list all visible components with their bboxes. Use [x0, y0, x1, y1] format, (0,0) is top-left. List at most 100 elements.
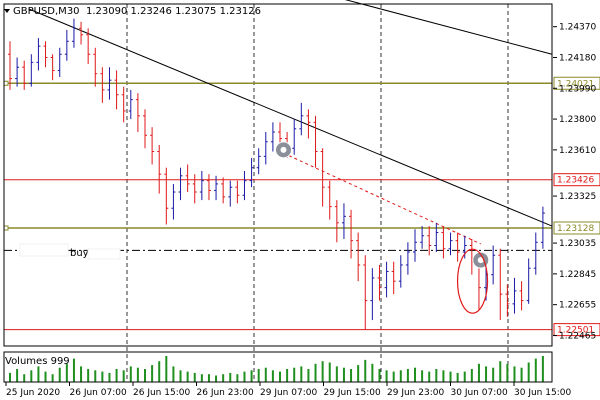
volume-bar: [243, 371, 246, 382]
volume-bar: [250, 370, 253, 382]
volume-bar: [222, 374, 225, 382]
level-price-label: 1.23426: [557, 176, 594, 186]
volume-bar: [158, 361, 161, 382]
time-label: 30 Jun 15:00: [514, 388, 571, 398]
volume-bar: [314, 363, 317, 382]
signal-marker-dot: [280, 146, 287, 153]
volume-bar: [23, 374, 26, 382]
level-price-label: 1.22501: [557, 326, 594, 336]
level-price-label: 1.24021: [557, 79, 594, 89]
volume-bar: [151, 365, 154, 382]
volume-bar: [335, 366, 338, 382]
volume-bar: [321, 361, 324, 382]
time-label: 25 Jun 2020: [6, 388, 60, 398]
time-label: 26 Jun 07:00: [70, 388, 127, 398]
volume-bar: [101, 371, 104, 382]
price-tick-label: 1.24370: [559, 23, 596, 33]
volumes-label: Volumes 999: [5, 356, 70, 367]
volume-bar: [421, 370, 424, 382]
volume-bar: [94, 370, 97, 382]
markers-layer: [274, 141, 490, 314]
price-tick-label: 1.23035: [559, 239, 596, 249]
time-label: 26 Jun 15:00: [133, 388, 190, 398]
level-price-box: [553, 323, 600, 337]
volume-bar: [72, 358, 75, 382]
volume-bar: [165, 356, 168, 382]
volume-bar: [271, 370, 274, 382]
time-label: 30 Jun 07:00: [451, 388, 508, 398]
triangle-down-icon[interactable]: [4, 9, 10, 13]
volume-bar: [80, 366, 83, 382]
volume-bar: [435, 369, 438, 382]
volume-bars-layer: [9, 356, 544, 382]
volume-bar: [37, 366, 40, 382]
volume-bar: [485, 366, 488, 382]
chart-header: GBPUSD,M30 1.23090 1.23246 1.23075 1.231…: [4, 6, 261, 17]
trendline: [344, 0, 553, 55]
level-price-box: [553, 173, 600, 187]
volume-bar: [186, 371, 189, 382]
signal-dashed-line: [283, 152, 481, 245]
volume-bar: [499, 361, 502, 382]
highlight-ellipse: [456, 248, 489, 314]
time-label: 29 Jun 07:00: [260, 388, 317, 398]
trendlines-layer: [28, 0, 553, 245]
volume-bar: [122, 370, 125, 382]
volume-bar: [350, 369, 353, 382]
volume-bar: [215, 375, 218, 382]
volume-bar: [58, 367, 61, 382]
price-tick-label: 1.22465: [559, 331, 596, 341]
time-label: 29 Jun 23:00: [387, 388, 444, 398]
volume-bar: [207, 374, 210, 382]
volume-bar: [328, 362, 331, 382]
volume-bar: [342, 367, 345, 382]
volume-bar: [392, 371, 395, 382]
volume-bar: [357, 365, 360, 382]
price-tick-label: 1.23325: [559, 192, 596, 202]
volume-bar: [300, 366, 303, 382]
masked-label-box-2: [87, 248, 121, 260]
symbol-timeframe: GBPUSD,M30: [13, 6, 80, 17]
volume-bar: [449, 371, 452, 382]
time-label: 26 Jun 23:00: [197, 388, 254, 398]
volume-bar: [307, 369, 310, 382]
volume-bar: [172, 366, 175, 382]
volume-bar: [115, 369, 118, 382]
volume-bar: [385, 370, 388, 382]
buy-order-label[interactable]: buy: [19, 243, 121, 260]
volume-bar: [236, 374, 239, 382]
volume-bar: [9, 372, 11, 382]
volume-bar: [534, 358, 537, 382]
volume-bar: [129, 366, 132, 382]
price-pane-frame: [3, 3, 553, 347]
volume-bar: [136, 367, 139, 382]
volume-bar: [364, 359, 367, 382]
volume-bar: [470, 369, 473, 382]
price-tick-label: 1.23610: [559, 146, 596, 156]
volume-bar: [229, 372, 232, 382]
volume-bar: [406, 369, 409, 382]
volume-bar: [442, 370, 445, 382]
grid-layer: [126, 4, 509, 382]
volume-bar: [456, 372, 459, 382]
volume-bar: [414, 367, 416, 382]
levels-layer: 1.24021 1.23426 1.23128 1.22501: [3, 76, 600, 337]
masked-label-box: [19, 243, 69, 257]
volume-bar: [286, 369, 289, 382]
volume-bar: [44, 371, 47, 382]
volume-bar: [30, 370, 33, 382]
volume-bar: [520, 367, 523, 382]
volume-bar: [108, 372, 111, 382]
level-anchor: [3, 80, 9, 86]
ohlc-values: 1.23090 1.23246 1.23075 1.23126: [86, 6, 261, 17]
volume-bar: [428, 371, 431, 382]
volume-bar: [492, 367, 495, 382]
trendline: [28, 8, 553, 227]
price-tick-label: 1.22655: [559, 301, 596, 311]
signal-marker-dot: [477, 257, 484, 264]
volume-bar: [65, 363, 68, 382]
volume-pane-frame: [3, 351, 553, 383]
volume-bar: [541, 356, 544, 382]
